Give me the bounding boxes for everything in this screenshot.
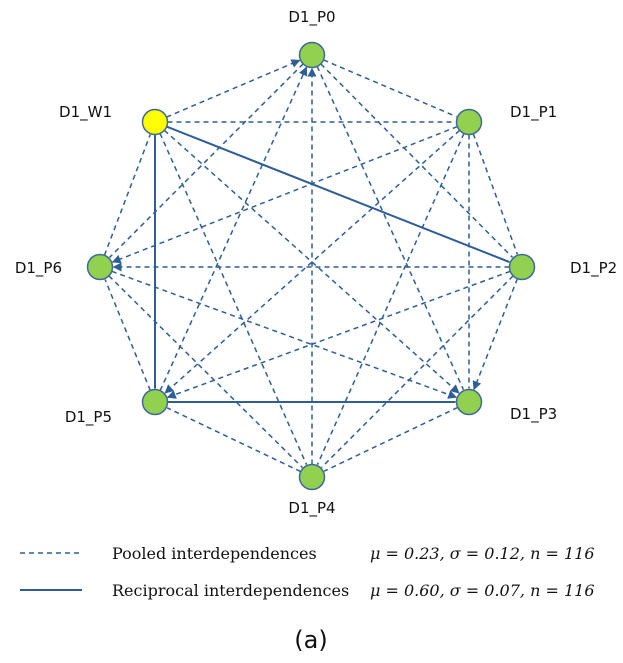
edge-pooled-d1_p1-d1_p6 [111,125,458,264]
node-label-d1-p4: D1_P4 [288,499,335,518]
legend-pooled-label: Pooled interdependences [112,544,317,563]
edge-pooled-d1_p1-d1_p5 [164,129,461,394]
legend-pooled-stats: μ = 0.23, σ = 0.12, n = 116 [370,544,595,563]
edge-pooled-d1_p5-d1_p6 [104,279,151,391]
edge-pooled-d1_w1-d1_p3 [163,129,460,394]
edges-layer [103,59,519,473]
labels-layer: D1_P0 D1_P1 D1_P2 D1_P3 D1_P4 D1_P5 D1_P6 D1_W1 [15,8,617,518]
edge-pooled-d1_p4-d1_p5 [166,407,302,473]
edge-pooled-d1_w1-d1_p4 [159,133,308,465]
node-label-d1-p0: D1_P0 [288,8,335,27]
node-d1-p4 [298,463,326,491]
node-d1-p1 [455,108,483,136]
edge-pooled-d1_p6-d1_w1 [103,134,151,256]
edge-pooled-d1_p0-d1_p2 [320,63,514,258]
edge-pooled-d1_p6-d1_p3 [111,270,458,399]
edge-pooled-d1_p0-d1_p6 [109,63,304,258]
node-label-d1-p3: D1_P3 [510,405,557,424]
edge-pooled-d1_p1-d1_p4 [316,133,465,465]
node-d1-p2 [508,253,536,281]
legend: Pooled interdependences μ = 0.23, σ = 0.… [20,544,595,600]
edge-pooled-d1_p2-d1_p5 [166,270,511,399]
node-label-d1-p2: D1_P2 [570,259,617,278]
node-d1-p3 [455,388,483,416]
node-d1-p0 [298,41,326,69]
node-label-d1-p6: D1_P6 [15,259,62,278]
legend-reciprocal-label: Reciprocal interdependences [112,581,349,600]
edge-pooled-d1_p3-d1_p4 [323,406,459,472]
edge-pooled-d1_w1-d1_p0 [166,59,301,118]
node-d1-p6 [86,253,114,281]
figure-caption: (a) [294,626,327,654]
edge-pooled-d1_p1-d1_p2 [472,133,519,255]
edge-reciprocal-d1_w1-d1_p2 [166,125,510,263]
node-label-d1-w1: D1_W1 [59,103,112,122]
edge-pooled-d1_p0-d1_p1 [323,59,457,118]
edge-pooled-d1_p2-d1_p4 [321,275,514,468]
edge-pooled-d1_p2-d1_p3 [472,278,519,391]
node-d1-w1 [141,108,169,136]
nodes-layer [86,41,536,491]
node-label-d1-p1: D1_P1 [510,103,557,122]
edge-pooled-d1_p5-d1_p0 [159,66,308,391]
edge-pooled-d1_p6-d1_p4 [108,275,303,469]
edge-pooled-d1_p0-d1_p3 [316,66,465,391]
node-label-d1-p5: D1_P5 [65,408,112,427]
legend-reciprocal-stats: μ = 0.60, σ = 0.07, n = 116 [370,581,595,600]
node-d1-p5 [141,388,169,416]
